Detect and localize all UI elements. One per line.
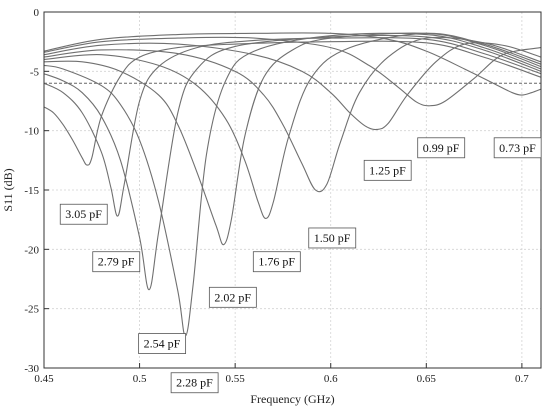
annotation-box	[59, 203, 108, 225]
annotations: 3.05 pF 2.79 pF 2.54 pF 2.28 pF 2.02 pF 1.76 …	[59, 137, 542, 394]
y-tick-label: 0	[34, 7, 40, 19]
annotation-text: 2.79 pF	[98, 255, 135, 269]
y-tick-label: -5	[30, 66, 40, 78]
x-tick-label: 0.45	[34, 373, 54, 385]
annotation-label: 2.79 pF	[92, 251, 141, 273]
x-tick-label: 0.5	[133, 373, 147, 385]
ticks: 0.45 0.5 0.55 0.6 0.65 0.7 0 -5 -10 -15 -20 -25 -30	[24, 7, 529, 385]
series-line-7	[43, 42, 542, 131]
annotation-box	[208, 286, 257, 308]
annotation-box	[493, 137, 542, 159]
x-tick-label: 0.55	[226, 373, 246, 385]
x-axis-label: Frequency (GHz)	[250, 392, 334, 406]
annotation-label: 2.28 pF	[170, 372, 219, 394]
annotation-box	[92, 251, 141, 273]
y-tick-label: -20	[24, 244, 39, 256]
series-line-4	[43, 32, 542, 246]
annotation-box	[170, 372, 219, 394]
annotation-text: 2.54 pF	[144, 337, 181, 351]
annotation-box	[308, 227, 357, 249]
annotation-text: 1.50 pF	[314, 231, 351, 245]
series-line-3	[43, 32, 542, 337]
annotation-text: 1.76 pF	[258, 255, 295, 269]
annotation-text: 3.05 pF	[65, 207, 102, 221]
y-tick-label: -10	[24, 126, 39, 138]
series-line-1	[43, 37, 542, 217]
annotation-text: 0.99 pF	[423, 141, 460, 155]
x-tick-label: 0.6	[324, 373, 338, 385]
y-tick-label: -15	[24, 185, 39, 197]
curves	[43, 32, 542, 337]
series-line-8	[43, 36, 542, 107]
series-line-6	[43, 36, 542, 193]
annotation-label: 0.99 pF	[417, 137, 466, 159]
annotation-box	[138, 333, 187, 354]
x-tick-label: 0.65	[417, 373, 437, 385]
annotation-label: 1.76 pF	[252, 251, 301, 273]
annotation-label: 0.73 pF	[493, 137, 542, 159]
series-line-9	[43, 32, 542, 96]
annotation-box	[252, 251, 301, 273]
annotation-text: 1.25 pF	[369, 163, 406, 177]
series-line-0	[43, 40, 542, 166]
annotation-text: 2.28 pF	[176, 376, 213, 390]
annotation-label: 2.02 pF	[208, 286, 257, 308]
x-tick-label: 0.7	[515, 373, 529, 385]
annotation-text: 0.73 pF	[499, 141, 536, 155]
annotation-label: 3.05 pF	[59, 203, 108, 225]
annotation-text: 2.02 pF	[214, 290, 251, 304]
y-tick-label: -25	[24, 304, 39, 316]
annotation-label: 1.50 pF	[308, 227, 357, 249]
annotation-box	[417, 137, 466, 159]
y-tick-label: -30	[24, 363, 39, 375]
series-line-5	[43, 32, 542, 220]
annotation-label: 1.25 pF	[363, 159, 412, 181]
annotation-label: 2.54 pF	[138, 333, 187, 354]
y-axis-label: S11 (dB)	[1, 168, 15, 211]
annotation-box	[363, 159, 412, 181]
